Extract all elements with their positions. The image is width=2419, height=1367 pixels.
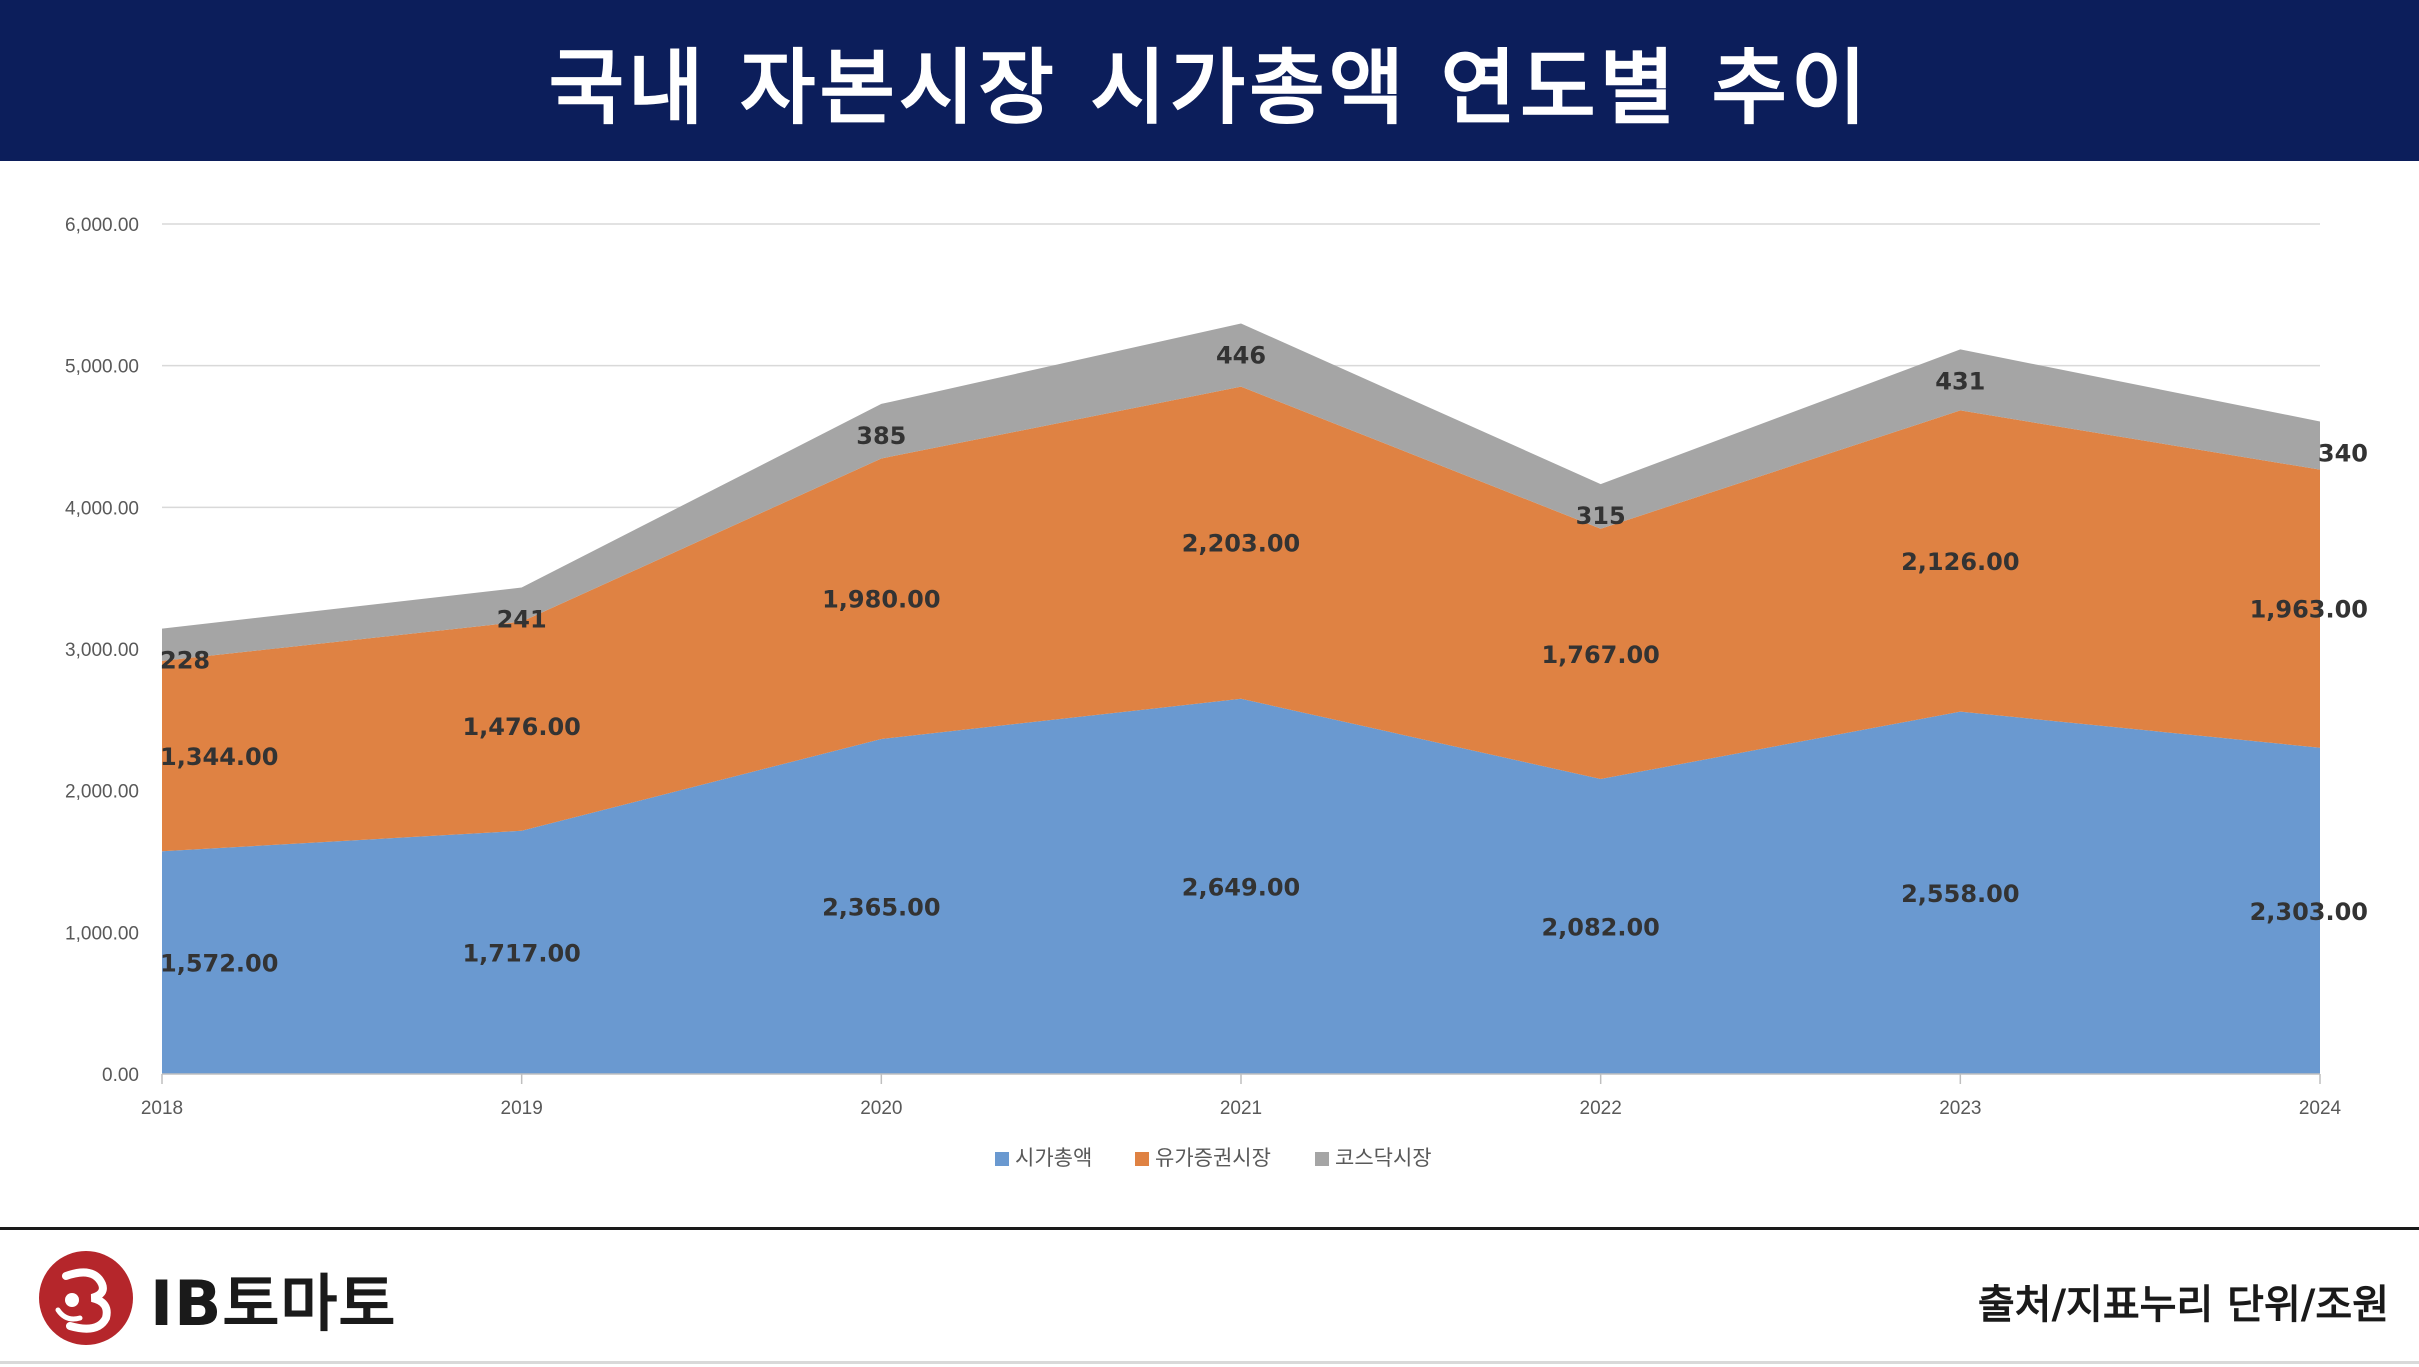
data-label: 1,344.00: [160, 743, 278, 771]
data-label: 1,717.00: [462, 939, 580, 967]
data-labels: 1,572.00 1,717.00 2,365.00 2,649.00 2,082.00…: [160, 341, 2368, 977]
source-note: 출처/지표누리 단위/조원: [1977, 1282, 2389, 1328]
data-label: 431: [1935, 367, 1985, 395]
area-series-2: [162, 386, 2320, 852]
data-label: 1,767.00: [1541, 641, 1659, 669]
page-title: 국내 자본시장 시가총액 연도별 추이: [548, 41, 1871, 136]
data-label: 2,365.00: [822, 893, 940, 921]
legend-label: 유가증권시장: [1155, 1146, 1271, 1170]
y-tick-label: 3,000.00: [65, 640, 139, 661]
x-tick-label: 2019: [501, 1098, 543, 1119]
data-label: 228: [160, 647, 210, 675]
x-tick-label: 2023: [1939, 1098, 1981, 1119]
y-tick-label: 2,000.00: [65, 782, 139, 803]
data-label: 1,572.00: [160, 950, 278, 978]
data-label: 2,126.00: [1901, 548, 2019, 576]
y-tick-label: 1,000.00: [65, 923, 139, 944]
legend-label: 시가총액: [1015, 1146, 1092, 1170]
x-tick-label: 2022: [1580, 1098, 1622, 1119]
y-tick-label: 0.00: [102, 1065, 139, 1086]
x-tick-label: 2018: [141, 1098, 183, 1119]
legend-swatch: [1315, 1152, 1329, 1166]
title-bar: 국내 자본시장 시가총액 연도별 추이: [0, 0, 2419, 161]
data-label: 1,980.00: [822, 586, 940, 614]
data-label: 2,082.00: [1541, 914, 1659, 942]
legend-swatch: [1135, 1152, 1149, 1166]
data-label: 2,203.00: [1182, 530, 1300, 558]
data-label: 2,649.00: [1182, 873, 1300, 901]
data-label: 241: [497, 606, 547, 634]
logo-text: IB토마토: [150, 1267, 397, 1340]
area-series-3: [162, 323, 2320, 661]
footer-bottom-border: [0, 1361, 2419, 1364]
data-label: 315: [1576, 502, 1626, 530]
x-tick-label: 2021: [1220, 1098, 1262, 1119]
y-tick-label: 4,000.00: [65, 498, 139, 519]
data-label: 2,558.00: [1901, 880, 2019, 908]
chart: 0.00 1,000.00 2,000.00 3,000.00 4,000.00 5,00…: [65, 215, 2368, 1170]
ib-tomato-logo-icon: [39, 1251, 133, 1345]
legend: 시가총액 유가증권시장 코스닥시장: [995, 1146, 1432, 1170]
y-tick-label: 6,000.00: [65, 215, 139, 236]
legend-label: 코스닥시장: [1335, 1146, 1432, 1170]
legend-swatch: [995, 1152, 1009, 1166]
x-tick-label: 2024: [2299, 1098, 2342, 1119]
data-label: 340: [2318, 439, 2368, 467]
footer-divider: [0, 1227, 2419, 1230]
logo: IB토마토: [36, 1248, 396, 1348]
data-label: 1,476.00: [462, 713, 580, 741]
data-label: 446: [1216, 341, 1266, 369]
area-series-1: [162, 698, 2320, 1074]
area-series: [162, 323, 2320, 1074]
axes: 0.00 1,000.00 2,000.00 3,000.00 4,000.00 5,00…: [65, 215, 2342, 1119]
data-label: 2,303.00: [2250, 898, 2368, 926]
x-tick-label: 2020: [860, 1098, 902, 1119]
data-label: 1,963.00: [2250, 596, 2368, 624]
data-label: 385: [856, 422, 906, 450]
y-tick-label: 5,000.00: [65, 357, 139, 378]
